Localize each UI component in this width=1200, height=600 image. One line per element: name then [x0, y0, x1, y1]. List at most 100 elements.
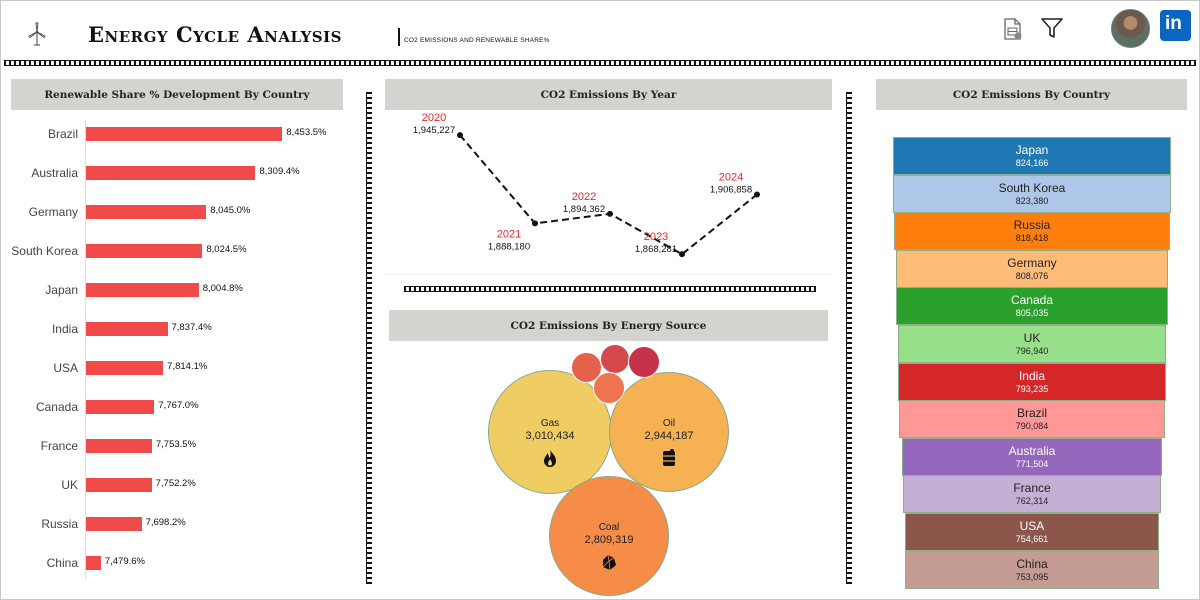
bar-category-label: South Korea	[11, 244, 78, 258]
bar-row[interactable]: Canada 7,767.0%	[0, 397, 360, 417]
bar-category-label: Germany	[28, 205, 78, 219]
bar-value-label: 8,024.5%	[206, 244, 247, 255]
funnel-segment[interactable]: France 762,314	[903, 475, 1161, 514]
bubble-coal[interactable]	[549, 476, 669, 596]
right-divider	[846, 92, 852, 584]
bubble-gas[interactable]	[488, 370, 612, 494]
point-value-label: 1,906,858	[710, 184, 752, 195]
line-point[interactable]	[457, 132, 463, 139]
bar[interactable]	[86, 478, 152, 492]
bubble-label: Oil 2,944,187	[609, 418, 729, 472]
bar[interactable]	[86, 517, 142, 531]
bar-row[interactable]: Japan 8,004.8%	[0, 280, 360, 300]
line-point[interactable]	[679, 251, 685, 258]
line-point[interactable]	[532, 220, 538, 227]
funnel-country-label: Brazil	[1016, 406, 1047, 421]
point-value-label: 1,888,180	[488, 241, 530, 252]
co2-year-panel-title: CO2 Emissions By Year	[385, 79, 832, 110]
bar-row[interactable]: UK 7,752.2%	[0, 475, 360, 495]
bar-category-label: India	[51, 322, 78, 336]
avatar[interactable]	[1111, 9, 1150, 48]
bubble-minor[interactable]	[600, 344, 630, 374]
bar[interactable]	[86, 439, 152, 453]
linkedin-icon[interactable]: in	[1160, 10, 1191, 41]
funnel-segment[interactable]: South Korea 823,380	[893, 174, 1171, 213]
bar-value-label: 8,453.5%	[286, 127, 327, 138]
bar-row[interactable]: China 7,479.6%	[0, 553, 360, 573]
bar-row[interactable]: India 7,837.4%	[0, 319, 360, 339]
bar-row[interactable]: USA 7,814.1%	[0, 358, 360, 378]
bar-row[interactable]: Germany 8,045.0%	[0, 202, 360, 222]
bar-row[interactable]: Russia 7,698.2%	[0, 514, 360, 534]
wind-turbine-icon	[28, 22, 46, 46]
bubble-oil[interactable]	[609, 372, 729, 492]
funnel-country-label: France	[1013, 481, 1051, 496]
year-label: 2024	[719, 171, 743, 183]
bar-row[interactable]: France 7,753.5%	[0, 436, 360, 456]
bar[interactable]	[86, 400, 155, 414]
bar-row[interactable]: South Korea 8,024.5%	[0, 241, 360, 261]
bubble-label: Coal 2,809,319	[549, 522, 669, 576]
bubble-label: Gas 3,010,434	[488, 418, 612, 472]
year-label: 2021	[497, 228, 521, 240]
bar[interactable]	[86, 244, 203, 258]
funnel-value-label: 823,380	[1015, 195, 1049, 206]
funnel-value-label: 796,940	[1015, 346, 1049, 356]
bar[interactable]	[86, 322, 168, 336]
bar-category-label: UK	[61, 478, 78, 492]
bubble-value: 2,809,319	[584, 534, 634, 546]
middle-divider	[404, 286, 816, 292]
point-value-label: 1,894,362	[563, 204, 605, 215]
page-subtitle: CO2 EMISSIONS AND RENEWABLE SHARE%	[404, 37, 550, 44]
bar-value-label: 7,698.2%	[145, 517, 186, 528]
funnel-country-label: Russia	[1013, 218, 1051, 233]
bar-value-label: 8,004.8%	[202, 283, 243, 294]
bubble-minor[interactable]	[628, 346, 660, 378]
funnel-segment[interactable]: UK 796,940	[897, 325, 1167, 363]
funnel-segment[interactable]: Brazil 790,084	[898, 400, 1166, 439]
funnel-segment[interactable]: India 793,235	[898, 362, 1166, 401]
line-point[interactable]	[754, 191, 760, 198]
funnel-country-label: Australia	[1008, 443, 1056, 458]
funnel-segment[interactable]: China 753,095	[905, 550, 1159, 589]
bar-category-label: Russia	[41, 517, 78, 531]
point-value-label: 1,868,281	[635, 244, 677, 255]
funnel-segment[interactable]: Russia 818,418	[893, 212, 1171, 251]
bar[interactable]	[86, 283, 199, 297]
funnel-segment[interactable]: Australia 771,504	[901, 437, 1163, 476]
funnel-country-label: India	[1018, 368, 1045, 383]
bar-category-label: Australia	[31, 166, 78, 180]
funnel-segment[interactable]: Japan 824,166	[893, 137, 1171, 175]
filter-icon[interactable]	[1040, 16, 1064, 40]
bar[interactable]	[86, 127, 283, 141]
bar-row[interactable]: Australia 8,309.4%	[0, 163, 360, 183]
bubble-name: Gas	[540, 418, 560, 429]
bar[interactable]	[86, 166, 256, 180]
funnel-value-label: 805,035	[1015, 308, 1049, 319]
bar[interactable]	[86, 361, 164, 375]
year-label: 2020	[422, 112, 446, 124]
funnel-value-label: 818,418	[1015, 233, 1049, 244]
bar-value-label: 7,837.4%	[171, 322, 212, 333]
export-file-icon[interactable]	[1002, 17, 1024, 41]
funnel-value-label: 793,235	[1015, 383, 1049, 394]
funnel-segment[interactable]: Canada 805,035	[896, 287, 1168, 326]
title-separator	[398, 28, 400, 46]
bar-value-label: 8,045.0%	[210, 205, 251, 216]
bar-row[interactable]: Brazil 8,453.5%	[0, 124, 360, 144]
bar[interactable]	[86, 556, 101, 570]
funnel-segment[interactable]: USA 754,661	[904, 513, 1160, 551]
funnel-country-label: South Korea	[998, 180, 1066, 195]
funnel-segment[interactable]: Germany 808,076	[895, 249, 1169, 288]
bar-category-label: Canada	[35, 400, 78, 414]
energy-source-panel-title: CO2 Emissions By Energy Source	[389, 310, 828, 341]
bubble-value: 2,944,187	[644, 430, 694, 442]
bar-value-label: 7,479.6%	[104, 556, 145, 567]
funnel-country-label: China	[1016, 556, 1048, 571]
bar-category-label: USA	[53, 361, 78, 375]
funnel-value-label: 790,084	[1015, 421, 1049, 432]
line-point[interactable]	[607, 210, 613, 217]
bar[interactable]	[86, 205, 207, 219]
bubble-minor[interactable]	[593, 372, 625, 404]
